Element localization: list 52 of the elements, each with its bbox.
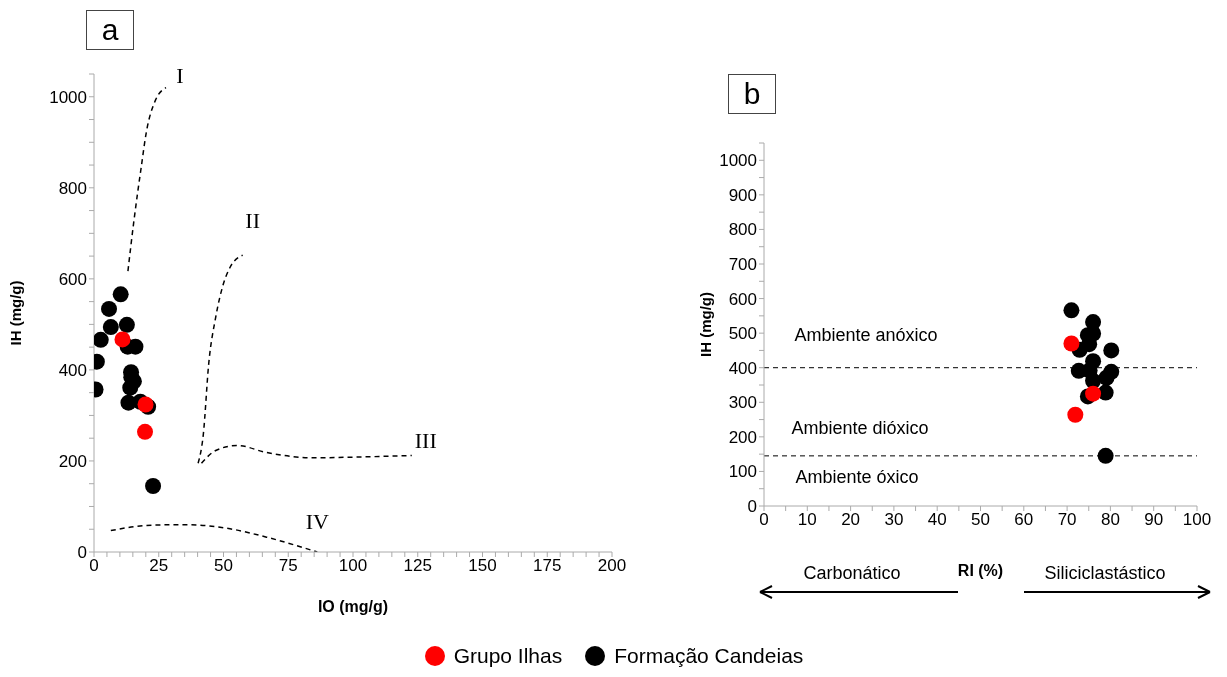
y-axis-title: IH (mg/g) [7,280,25,346]
x-tick-label: 125 [403,556,432,576]
y-tick-label: 700 [728,255,757,275]
chart-title: a [86,10,134,50]
x-tick-label: 150 [468,556,497,576]
legend-label: Formação Candeias [614,644,804,668]
y-tick-label: 400 [728,358,757,378]
text: Siliciclastástico [1044,562,1166,584]
y-tick-label: 200 [58,451,87,471]
y-axis-title: IH (mg/g) [697,292,715,357]
x-tick-label: 50 [214,556,233,576]
text: Carbonático [803,562,901,584]
annotation: I [176,62,184,89]
x-tick-label: 10 [797,510,817,530]
x-tick-label: 30 [884,510,904,530]
y-tick-label: 1000 [719,151,757,171]
x-axis-title: RI (%) [957,562,1004,579]
annotation: Ambiente anóxico [794,324,938,346]
x-tick-label: 40 [927,510,947,530]
y-tick-label: 300 [728,393,757,413]
y-tick-label: 600 [728,289,757,309]
chart-title: b [728,74,776,114]
y-tick-label: 1000 [49,87,87,107]
y-tick-label: 800 [58,178,87,198]
x-tick-label: 60 [1014,510,1034,530]
y-tick-label: 400 [58,360,87,380]
y-tick-label: 0 [747,497,757,517]
x-tick-label: 80 [1100,510,1120,530]
annotation: II [245,208,260,235]
x-tick-label: 20 [841,510,861,530]
legend-label: Grupo Ilhas [453,644,563,668]
x-tick-label: 50 [971,510,990,530]
annotation: IV [305,509,329,535]
annotation: Ambiente dióxico [791,417,929,439]
y-tick-label: 200 [728,427,757,447]
y-tick-label: 500 [728,324,757,344]
y-tick-label: 0 [77,543,87,563]
y-tick-label: 900 [728,185,757,205]
annotation: III [414,428,437,455]
x-tick-label: 75 [278,556,298,576]
x-tick-label: 70 [1057,510,1077,530]
x-axis-title: IO (mg/g) [317,598,389,615]
x-tick-label: 25 [149,556,169,576]
annotation: Ambiente óxico [795,466,919,488]
y-tick-label: 600 [58,269,87,289]
y-tick-label: 100 [728,462,757,482]
x-tick-label: 175 [533,556,562,576]
x-tick-label: 100 [338,556,368,576]
x-tick-label: 200 [597,556,627,576]
x-tick-label: 100 [1182,510,1212,530]
x-tick-label: 90 [1144,510,1164,530]
y-tick-label: 800 [728,220,757,240]
